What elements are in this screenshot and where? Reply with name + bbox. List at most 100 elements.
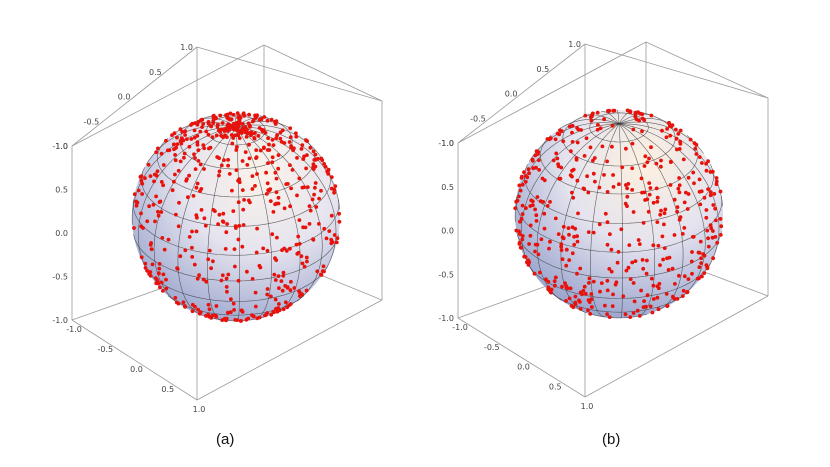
data-point	[243, 150, 248, 155]
data-point	[198, 189, 202, 194]
data-point	[530, 203, 535, 208]
y-tick-label: 0.0	[118, 93, 131, 102]
data-point	[153, 219, 157, 224]
data-point	[303, 225, 308, 230]
x-tick-label: 1.0	[193, 405, 206, 414]
data-point	[624, 146, 628, 151]
data-point	[172, 131, 177, 136]
data-point	[603, 303, 607, 308]
data-point	[256, 133, 261, 138]
data-point	[624, 268, 629, 273]
z-tick-label: -1.0	[52, 316, 68, 325]
data-point	[135, 200, 140, 205]
data-point	[247, 156, 252, 161]
longitude-line	[235, 126, 273, 320]
data-point	[263, 131, 268, 135]
data-point	[325, 169, 330, 174]
data-point	[228, 310, 233, 315]
data-point	[220, 121, 225, 125]
data-point	[519, 216, 524, 221]
data-point	[196, 148, 201, 153]
data-point	[590, 111, 595, 116]
data-point	[597, 222, 602, 227]
data-point	[175, 267, 180, 271]
data-point	[319, 156, 324, 161]
data-point	[586, 190, 591, 195]
data-point	[136, 188, 141, 193]
data-point	[161, 272, 166, 277]
data-point	[625, 108, 630, 113]
data-point	[538, 270, 542, 275]
data-points	[513, 108, 724, 319]
data-point	[332, 190, 336, 195]
data-point	[588, 312, 593, 316]
data-point	[166, 237, 171, 242]
data-point	[322, 162, 326, 166]
data-point	[231, 301, 236, 306]
data-point	[262, 146, 266, 151]
data-point	[685, 290, 690, 295]
data-point	[174, 212, 178, 217]
data-point	[619, 227, 624, 232]
data-point	[321, 264, 326, 269]
data-point	[334, 240, 339, 245]
data-point	[187, 173, 192, 178]
data-point	[663, 207, 668, 212]
data-point	[639, 176, 644, 181]
data-point	[609, 247, 614, 252]
data-point	[217, 173, 221, 178]
data-point	[526, 167, 531, 172]
data-point	[537, 168, 541, 172]
data-point	[329, 175, 334, 180]
data-point	[668, 183, 673, 187]
data-point	[202, 216, 207, 221]
data-point	[517, 183, 522, 188]
data-point	[178, 159, 183, 164]
data-point	[665, 126, 669, 131]
data-point	[182, 151, 187, 156]
data-point	[295, 251, 300, 256]
data-point	[240, 159, 245, 163]
data-point	[625, 204, 629, 209]
data-point	[686, 175, 691, 180]
data-point	[712, 192, 717, 196]
data-point	[161, 183, 166, 188]
data-point	[189, 137, 194, 141]
z-tick-label: 1.0	[441, 139, 454, 148]
data-point	[607, 315, 612, 319]
data-point	[567, 124, 572, 129]
data-point	[195, 122, 200, 127]
data-point	[605, 242, 610, 247]
data-point	[648, 186, 653, 190]
data-point	[254, 250, 259, 255]
data-point	[285, 285, 290, 289]
data-point	[288, 126, 293, 131]
data-point	[238, 319, 243, 323]
data-point	[237, 180, 242, 185]
data-point	[270, 155, 275, 160]
data-point	[241, 207, 246, 212]
z-tick-label: 1.0	[55, 142, 68, 151]
data-point	[313, 185, 317, 190]
data-point	[155, 277, 159, 282]
data-point	[626, 265, 631, 270]
data-point	[175, 135, 179, 140]
data-point	[686, 192, 691, 196]
data-point	[180, 130, 185, 134]
data-point	[151, 202, 156, 207]
data-point	[159, 280, 164, 285]
data-point	[693, 146, 698, 151]
data-point	[630, 260, 635, 265]
data-point	[173, 153, 178, 157]
data-point	[232, 308, 237, 312]
data-point	[586, 308, 590, 313]
longitude-line	[207, 126, 237, 321]
data-point	[672, 197, 677, 202]
data-point	[675, 209, 679, 214]
data-point	[513, 206, 518, 211]
data-point	[194, 229, 199, 234]
data-point	[668, 133, 673, 138]
box-edge-6	[584, 295, 769, 398]
data-point	[308, 208, 313, 213]
data-point	[279, 279, 284, 283]
